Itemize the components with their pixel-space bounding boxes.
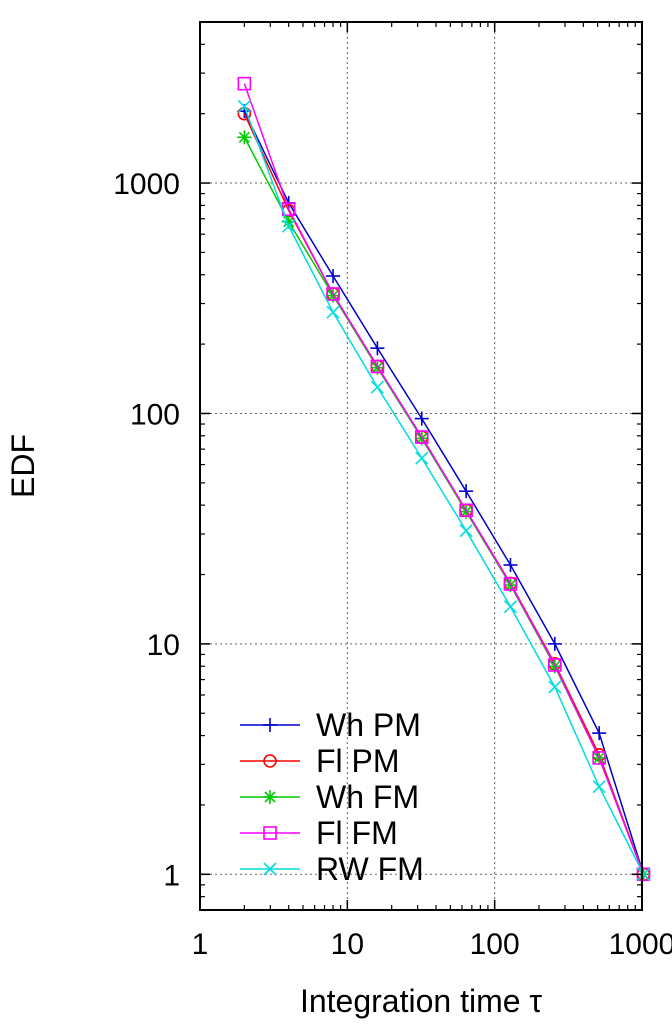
legend-label: Wh FM xyxy=(316,779,419,815)
legend-marker xyxy=(263,790,277,804)
series-line-wh-fm xyxy=(243,136,645,875)
series-line-wh-pm xyxy=(243,110,645,875)
x-tick-label: 10 xyxy=(331,928,364,961)
legend-item-fl-pm: Fl PM xyxy=(240,743,400,779)
y-tick-label: 1 xyxy=(163,859,180,892)
data-point-wh-pm xyxy=(592,726,607,741)
data-point-rw-fm xyxy=(370,380,384,394)
y-tick-label: 10 xyxy=(147,629,180,662)
legend-item-fl-fm: Fl FM xyxy=(240,815,398,851)
data-point-fl-fm xyxy=(548,658,562,672)
data-point-fl-fm xyxy=(503,577,518,591)
series-line-fl-fm xyxy=(243,83,645,875)
data-point-rw-fm xyxy=(459,524,473,538)
plot-frame xyxy=(199,21,643,911)
series-line-rw-fm xyxy=(243,106,645,875)
data-point-fl-fm xyxy=(459,503,473,518)
x-tick-label: 1000 xyxy=(609,928,672,961)
legend-marker xyxy=(263,754,277,768)
x-axis-title: Integration time τ xyxy=(300,983,542,1019)
x-tick-label: 1 xyxy=(192,928,209,961)
legend-item-wh-pm: Wh PM xyxy=(240,707,421,743)
data-point-fl-fm xyxy=(414,430,429,444)
data-point-wh-pm xyxy=(370,341,385,356)
data-point-rw-fm xyxy=(636,867,651,881)
legend-label: Fl PM xyxy=(316,743,400,779)
y-tick-label: 1000 xyxy=(113,168,180,201)
data-point-rw-fm xyxy=(503,600,518,614)
data-point-rw-fm xyxy=(548,680,562,694)
data-point-wh-pm xyxy=(414,411,429,426)
data-point-fl-fm xyxy=(237,76,252,91)
data-point-fl-fm xyxy=(592,751,606,765)
data-point-rw-fm xyxy=(326,305,340,319)
data-point-wh-pm xyxy=(326,269,341,284)
legend-label: Wh PM xyxy=(316,707,421,743)
legend-item-wh-fm: Wh FM xyxy=(240,779,419,815)
data-point-wh-pm xyxy=(503,557,518,572)
data-point-fl-fm xyxy=(326,287,340,301)
axis-ticks: 1 10 100 1000 1 10 100 1000 xyxy=(113,22,672,961)
data-point-wh-pm xyxy=(547,636,562,651)
data-point-rw-fm xyxy=(237,99,251,114)
y-axis-title: EDF xyxy=(5,434,41,498)
legend-item-rw-fm: RW FM xyxy=(240,851,424,887)
legend-marker xyxy=(263,826,277,840)
data-point-wh-pm xyxy=(459,484,474,499)
legend-label: Fl FM xyxy=(316,815,398,851)
data-point-rw-fm xyxy=(282,219,296,233)
data-point-rw-fm xyxy=(592,780,606,794)
legend-label: RW FM xyxy=(316,851,424,887)
legend-marker xyxy=(263,862,277,876)
y-tick-label: 100 xyxy=(130,398,180,431)
data-point-rw-fm xyxy=(415,451,429,465)
data-point-wh-fm xyxy=(237,130,252,145)
x-tick-label: 100 xyxy=(470,928,520,961)
legend-marker xyxy=(263,718,277,732)
data-point-fl-fm xyxy=(370,359,385,374)
